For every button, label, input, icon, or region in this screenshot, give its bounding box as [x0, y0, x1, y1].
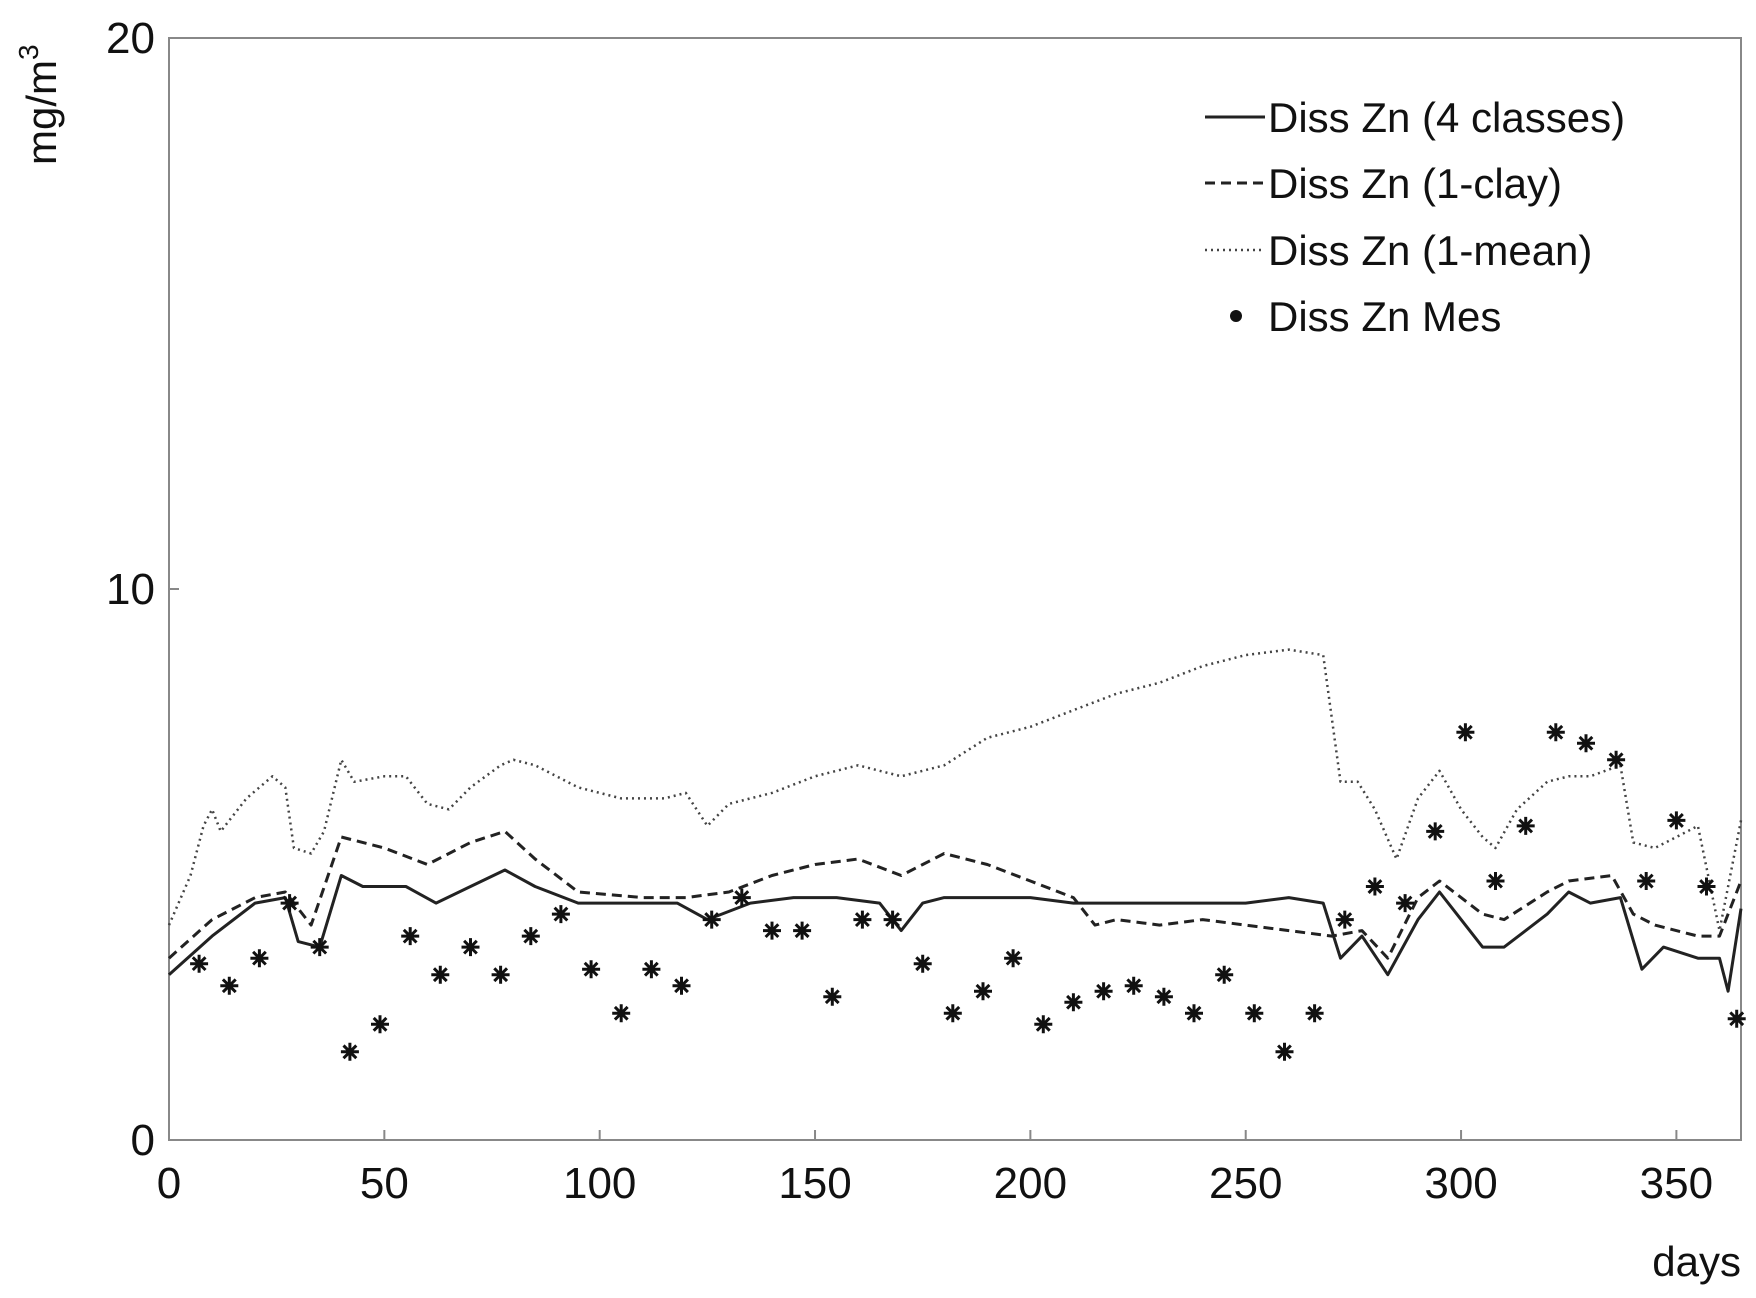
axis-ticks: 0 50 100 150 200 250 300 350 0 10 20	[106, 14, 1713, 1208]
x-tick-label: 150	[778, 1159, 851, 1208]
measured-point	[1456, 723, 1475, 742]
measured-point	[943, 1004, 962, 1023]
measured-point	[1577, 734, 1595, 753]
y-axis-title-superscript: 3	[13, 44, 44, 60]
x-tick-label: 0	[157, 1159, 181, 1208]
legend-label-4-classes: Diss Zn (4 classes)	[1268, 94, 1625, 141]
measured-point	[1727, 1009, 1746, 1028]
measured-point	[1305, 1004, 1324, 1023]
measured-point	[1034, 1015, 1053, 1034]
measured-point	[1486, 872, 1505, 890]
measured-point	[491, 965, 510, 984]
measured-point	[974, 982, 992, 1001]
measured-point	[883, 910, 902, 929]
x-tick-label: 300	[1424, 1159, 1497, 1208]
measured-point	[551, 905, 570, 924]
measured-point	[1697, 877, 1716, 896]
measured-point	[250, 949, 269, 968]
measured-point	[280, 894, 299, 913]
series-line-dotted	[167, 648, 1743, 932]
legend-label-1-clay: Diss Zn (1-clay)	[1268, 160, 1562, 207]
measured-point	[1637, 872, 1656, 890]
x-axis-title: days	[1652, 1238, 1741, 1285]
series-line-solid	[167, 868, 1743, 993]
measured-point	[401, 927, 420, 946]
y-axis-title: mg/m3	[13, 44, 65, 165]
x-tick-label: 50	[360, 1159, 409, 1208]
measured-point	[340, 1042, 359, 1061]
measured-point	[1185, 1004, 1203, 1023]
measured-point	[1426, 822, 1445, 841]
measured-point	[190, 954, 209, 973]
measured-point	[582, 960, 601, 979]
series-lines	[167, 648, 1743, 993]
measured-point	[732, 888, 751, 907]
legend-label-1-mean: Diss Zn (1-mean)	[1268, 227, 1592, 274]
measured-point	[1124, 976, 1143, 995]
measured-point	[1667, 811, 1686, 830]
measured-points	[190, 723, 1746, 1061]
x-tick-label: 250	[1209, 1159, 1282, 1208]
legend-label-measured: Diss Zn Mes	[1268, 293, 1501, 340]
measured-point	[1245, 1004, 1264, 1023]
measured-point	[793, 921, 812, 940]
legend: Diss Zn (4 classes) Diss Zn (1-clay) Dis…	[1205, 94, 1625, 340]
measured-point	[220, 976, 239, 995]
measured-point	[371, 1015, 389, 1034]
measured-point	[612, 1004, 631, 1023]
measured-point	[521, 927, 540, 946]
measured-point	[1365, 877, 1384, 896]
x-tick-label: 100	[563, 1159, 636, 1208]
y-tick-label: 20	[106, 14, 155, 63]
legend-swatch-marker	[1230, 310, 1242, 322]
measured-point	[1607, 750, 1626, 769]
measured-point	[310, 938, 329, 957]
y-tick-label: 0	[131, 1116, 155, 1165]
measured-point	[1215, 965, 1234, 984]
measured-point	[1004, 949, 1023, 968]
y-axis-title-main: mg/m	[18, 60, 65, 165]
measured-point	[823, 987, 842, 1006]
measured-point	[853, 910, 872, 929]
measured-point	[1064, 993, 1083, 1012]
measured-point	[1546, 723, 1565, 742]
measured-point	[1154, 987, 1173, 1006]
measured-point	[702, 910, 721, 929]
x-tick-label: 200	[994, 1159, 1067, 1208]
measured-point	[913, 954, 932, 973]
series-line-dashed	[167, 829, 1743, 960]
measured-point	[461, 938, 480, 957]
measured-point	[672, 976, 691, 995]
measured-point	[1335, 910, 1354, 929]
measured-point	[642, 960, 661, 979]
measured-point	[1094, 982, 1113, 1001]
y-tick-label: 10	[106, 565, 155, 614]
measured-point	[1396, 894, 1415, 913]
measured-point	[763, 921, 781, 940]
measured-point	[1516, 816, 1535, 835]
measured-point	[431, 965, 450, 984]
measured-point	[1275, 1042, 1294, 1061]
x-tick-label: 350	[1640, 1159, 1713, 1208]
